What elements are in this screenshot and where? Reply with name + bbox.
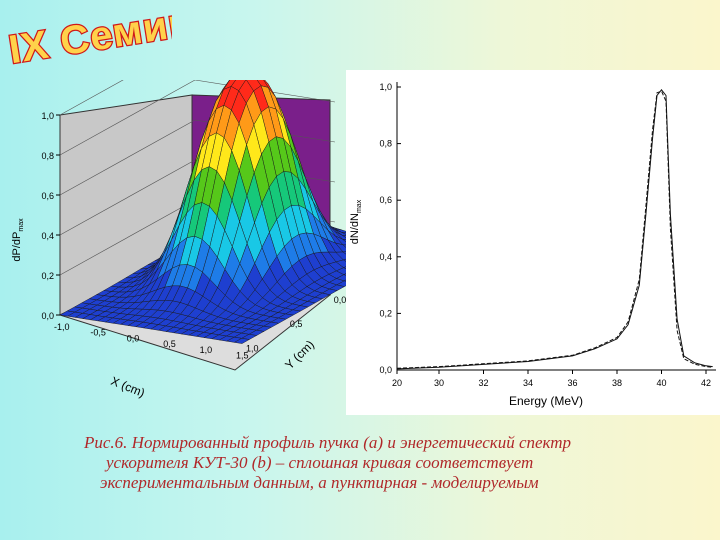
z-tick-label: 0,4: [41, 231, 54, 241]
wall-grid-line: [59, 119, 196, 196]
z-tick-label: 0,8: [41, 151, 54, 161]
spectrum-series-solid: [396, 88, 713, 370]
spectrum-axes: 20 30 32 34 36 38 40 42 0,0 0,2 0,4 0,6 0,8 1,0: [379, 82, 716, 388]
y-tick-label: 0,5: [290, 319, 303, 329]
spectrum-x-tick-label: 36: [567, 378, 577, 388]
caption-line-2: ускорителя КУТ-30 (b) – сплошная кривая …: [106, 453, 534, 472]
spectrum-x-tick-label: 20: [392, 378, 402, 388]
caption-line-1: Рис.6. Нормированный профиль пучка (а) и…: [84, 433, 572, 452]
spectrum-y-tick-label: 0,8: [379, 139, 392, 149]
spectrum-series-dashed: [396, 90, 713, 369]
spectrum-y-tick-label: 0,4: [379, 252, 392, 262]
badge-title: IX Семинар: [6, 2, 172, 68]
y-tick-label: 0,0: [334, 295, 347, 305]
spectrum-x-tick-label: 38: [612, 378, 622, 388]
x-tick-label: -1,0: [54, 322, 70, 332]
spectrum-x-tick-label: 34: [523, 378, 533, 388]
x-axis-label: X (cm): [109, 374, 147, 400]
spectrum-background: [346, 70, 720, 415]
caption-line-3: экспериментальным данным, а пунктирная -…: [100, 473, 539, 492]
y-axis-label: Y (cm): [282, 337, 317, 372]
x-tick-label: 0,5: [163, 339, 176, 349]
surface-mesh: [59, 80, 360, 344]
surface-axes: 0,00,20,40,60,81,0-1,0-0,50,00,51,01,5-1…: [41, 111, 347, 361]
z-tick-label: 0,6: [41, 191, 54, 201]
spectrum-lines: [396, 88, 713, 370]
surface-cell: [233, 338, 250, 344]
seminar-badge: IX Семинар: [5, 2, 172, 68]
wall-grid-line: [59, 159, 196, 236]
wall-grid-line: [59, 80, 124, 116]
y-tick-label: 1,0: [246, 344, 259, 354]
spectrum-chart: 20 30 32 34 36 38 40 42 0,0 0,2 0,4 0,6 0,8 1,0 dN/dN…: [346, 70, 720, 415]
wall-grid-line: [59, 199, 196, 276]
x-tick-label: 0,0: [127, 333, 140, 343]
spectrum-x-tick-label: 30: [434, 378, 444, 388]
z-tick-label: 0,0: [41, 311, 54, 321]
spectrum-y-tick-label: 0,6: [379, 195, 392, 205]
surface-chart: 0,00,20,40,60,81,0-1,0-0,50,00,51,01,5-1…: [11, 80, 360, 400]
x-tick-label: 1,0: [200, 345, 213, 355]
figure-caption: Рис.6. Нормированный профиль пучка (а) и…: [60, 433, 700, 493]
wall-grid-line: [59, 80, 196, 156]
x-tick-label: 1,5: [236, 351, 249, 361]
spectrum-y-tick-label: 0,0: [379, 365, 392, 375]
spectrum-y-label: dN/dNmax: [349, 199, 363, 244]
spectrum-x-tick-label: 40: [656, 378, 666, 388]
x-tick-label: -0,5: [90, 328, 106, 338]
spectrum-y-tick-label: 1,0: [379, 82, 392, 92]
spectrum-x-tick-label: 32: [478, 378, 488, 388]
z-axis-label: dP/dPmax: [11, 218, 25, 262]
z-tick-label: 1,0: [41, 111, 54, 121]
z-tick-label: 0,2: [41, 271, 54, 281]
spectrum-x-label: Energy (MeV): [509, 394, 583, 408]
spectrum-x-tick-label: 42: [701, 378, 711, 388]
spectrum-y-tick-label: 0,2: [379, 308, 392, 318]
